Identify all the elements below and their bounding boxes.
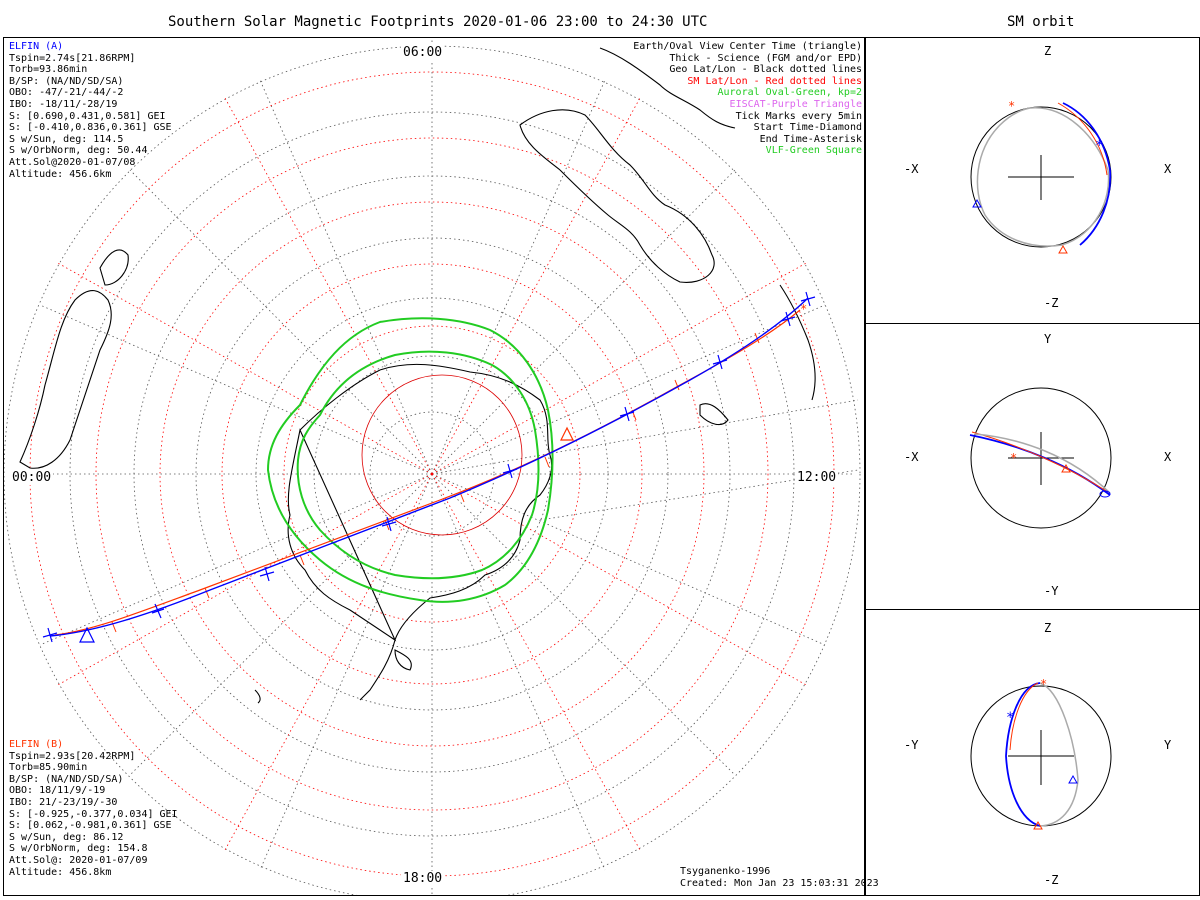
legend-item: Auroral Oval-Green, kp=2: [717, 87, 863, 99]
sm-inner-circle: [361, 374, 523, 536]
orbit-xy-left: -X: [904, 450, 919, 464]
orbit-xz-left: -X: [904, 162, 919, 176]
elfin-a-info: ELFIN (A) Tspin=2.74s[21.86RPM] Torb=93.…: [9, 41, 172, 180]
coastlines: [19, 47, 816, 704]
svg-text:*: *: [1010, 451, 1017, 465]
legend-item: Earth/Oval View Center Time (triangle): [633, 41, 862, 52]
orbit-yz-bottom: -Z: [1044, 873, 1059, 887]
side-title: SM orbit: [1007, 14, 1075, 30]
elfin-b-line: Torb=85.90min: [9, 762, 88, 774]
mlt-label-top: 06:00: [401, 45, 445, 60]
elfin-b-line: S: [-0.925,-0.377,0.034] GEI: [9, 808, 178, 820]
orbit-yz-left: -Y: [904, 738, 919, 752]
geo-latlon-grid: [4, 40, 861, 895]
elfin-b-line: OBO: 18/11/9/-19: [9, 785, 106, 797]
elfin-b-line: Tspin=2.93s[20.42RPM]: [9, 750, 136, 762]
elfin-a-line: S: [0.690,0.431,0.581] GEI: [9, 110, 166, 122]
elfin-b-line: IBO: 21/-23/19/-30: [9, 796, 118, 808]
footer-info: Tsyganenko-1996 Created: Mon Jan 23 15:0…: [680, 866, 879, 889]
elfin-b-line: S w/OrbNorm, deg: 154.8: [9, 843, 148, 855]
elfin-b-info: ELFIN (B) Tspin=2.93s[20.42RPM] Torb=85.…: [9, 739, 178, 878]
orbit-diagram-xz: * *: [970, 99, 1112, 254]
svg-text:*: *: [1095, 138, 1103, 154]
elfin-a-line: Att.Sol@2020-01-07/08: [9, 156, 136, 168]
elfin-a-line: Tspin=2.74s[21.86RPM]: [9, 52, 136, 64]
created-label: Created: Mon Jan 23 15:03:31 2023: [680, 877, 879, 889]
elfin-a-line: S: [-0.410,0.836,0.361] GSE: [9, 122, 172, 134]
main-title: Southern Solar Magnetic Footprints 2020-…: [168, 14, 708, 30]
legend-item: EISCAT-Purple Triangle: [729, 98, 862, 110]
legend-item: VLF-Green Square: [765, 145, 862, 157]
svg-text:*: *: [1008, 99, 1015, 113]
elfin-b-line: S: [0.062,-0.981,0.361] GSE: [9, 820, 172, 832]
legend-item: Geo Lat/Lon - Black dotted lines: [669, 64, 862, 76]
svg-text:*: *: [800, 302, 807, 316]
auroral-ovals: [266, 317, 554, 603]
model-label: Tsyganenko-1996: [680, 866, 771, 877]
elfin-a-line: OBO: -47/-21/-44/-2: [9, 87, 124, 99]
elfin-b-line: S w/Sun, deg: 86.12: [9, 831, 124, 843]
elfin-a-line: IBO: -18/11/-28/19: [9, 98, 118, 110]
orbit-diagram-yz: * *: [970, 677, 1112, 830]
orbit-xz-bottom: -Z: [1044, 296, 1059, 310]
elfin-b-line: Att.Sol@: 2020-01-07/09: [9, 854, 148, 866]
orbit-xz-right: X: [1164, 162, 1172, 176]
mlt-label-bottom: 18:00: [401, 871, 445, 886]
orbit-xy-top: Y: [1044, 332, 1052, 346]
mlt-label-right: 12:00: [795, 470, 839, 485]
elfin-a-line: S w/Sun, deg: 114.5: [9, 133, 124, 145]
legend-item: End Time-Asterisk: [759, 133, 862, 145]
main-plot-frame: [3, 37, 865, 896]
legend-item: SM Lat/Lon - Red dotted lines: [687, 75, 862, 87]
elfin-a-line: Altitude: 456.6km: [9, 168, 112, 180]
orbit-xz-top: Z: [1044, 44, 1052, 58]
legend-item: Thick - Science (FGM and/or EPD): [669, 52, 862, 64]
elfin-b-line: B/SP: (NA/ND/SD/SA): [9, 773, 124, 785]
orbit-yz-top: Z: [1044, 621, 1052, 635]
legend-item: Tick Marks every 5min: [735, 110, 862, 122]
elfin-a-line: S w/OrbNorm, deg: 50.44: [9, 145, 148, 157]
elfin-a-line: Torb=93.86min: [9, 64, 88, 76]
elfin-a-track: [42, 291, 816, 643]
orbit-yz-right: Y: [1164, 738, 1172, 752]
svg-text:*: *: [1040, 677, 1047, 691]
orbit-xy-bottom: -Y: [1044, 584, 1059, 598]
elfin-a-title: ELFIN (A): [9, 41, 64, 52]
orbit-xy-right: X: [1164, 450, 1172, 464]
svg-text:*: *: [1006, 710, 1014, 726]
elfin-a-line: B/SP: (NA/ND/SD/SA): [9, 75, 124, 87]
elfin-b-title: ELFIN (B): [9, 739, 64, 750]
elfin-b-line: Altitude: 456.8km: [9, 866, 112, 878]
legend-item: Start Time-Diamond: [753, 122, 862, 134]
orbit-diagram-xy: *: [969, 387, 1112, 529]
mlt-label-left: 00:00: [10, 470, 54, 485]
legend: Earth/Oval View Center Time (triangle) T…: [633, 41, 862, 157]
